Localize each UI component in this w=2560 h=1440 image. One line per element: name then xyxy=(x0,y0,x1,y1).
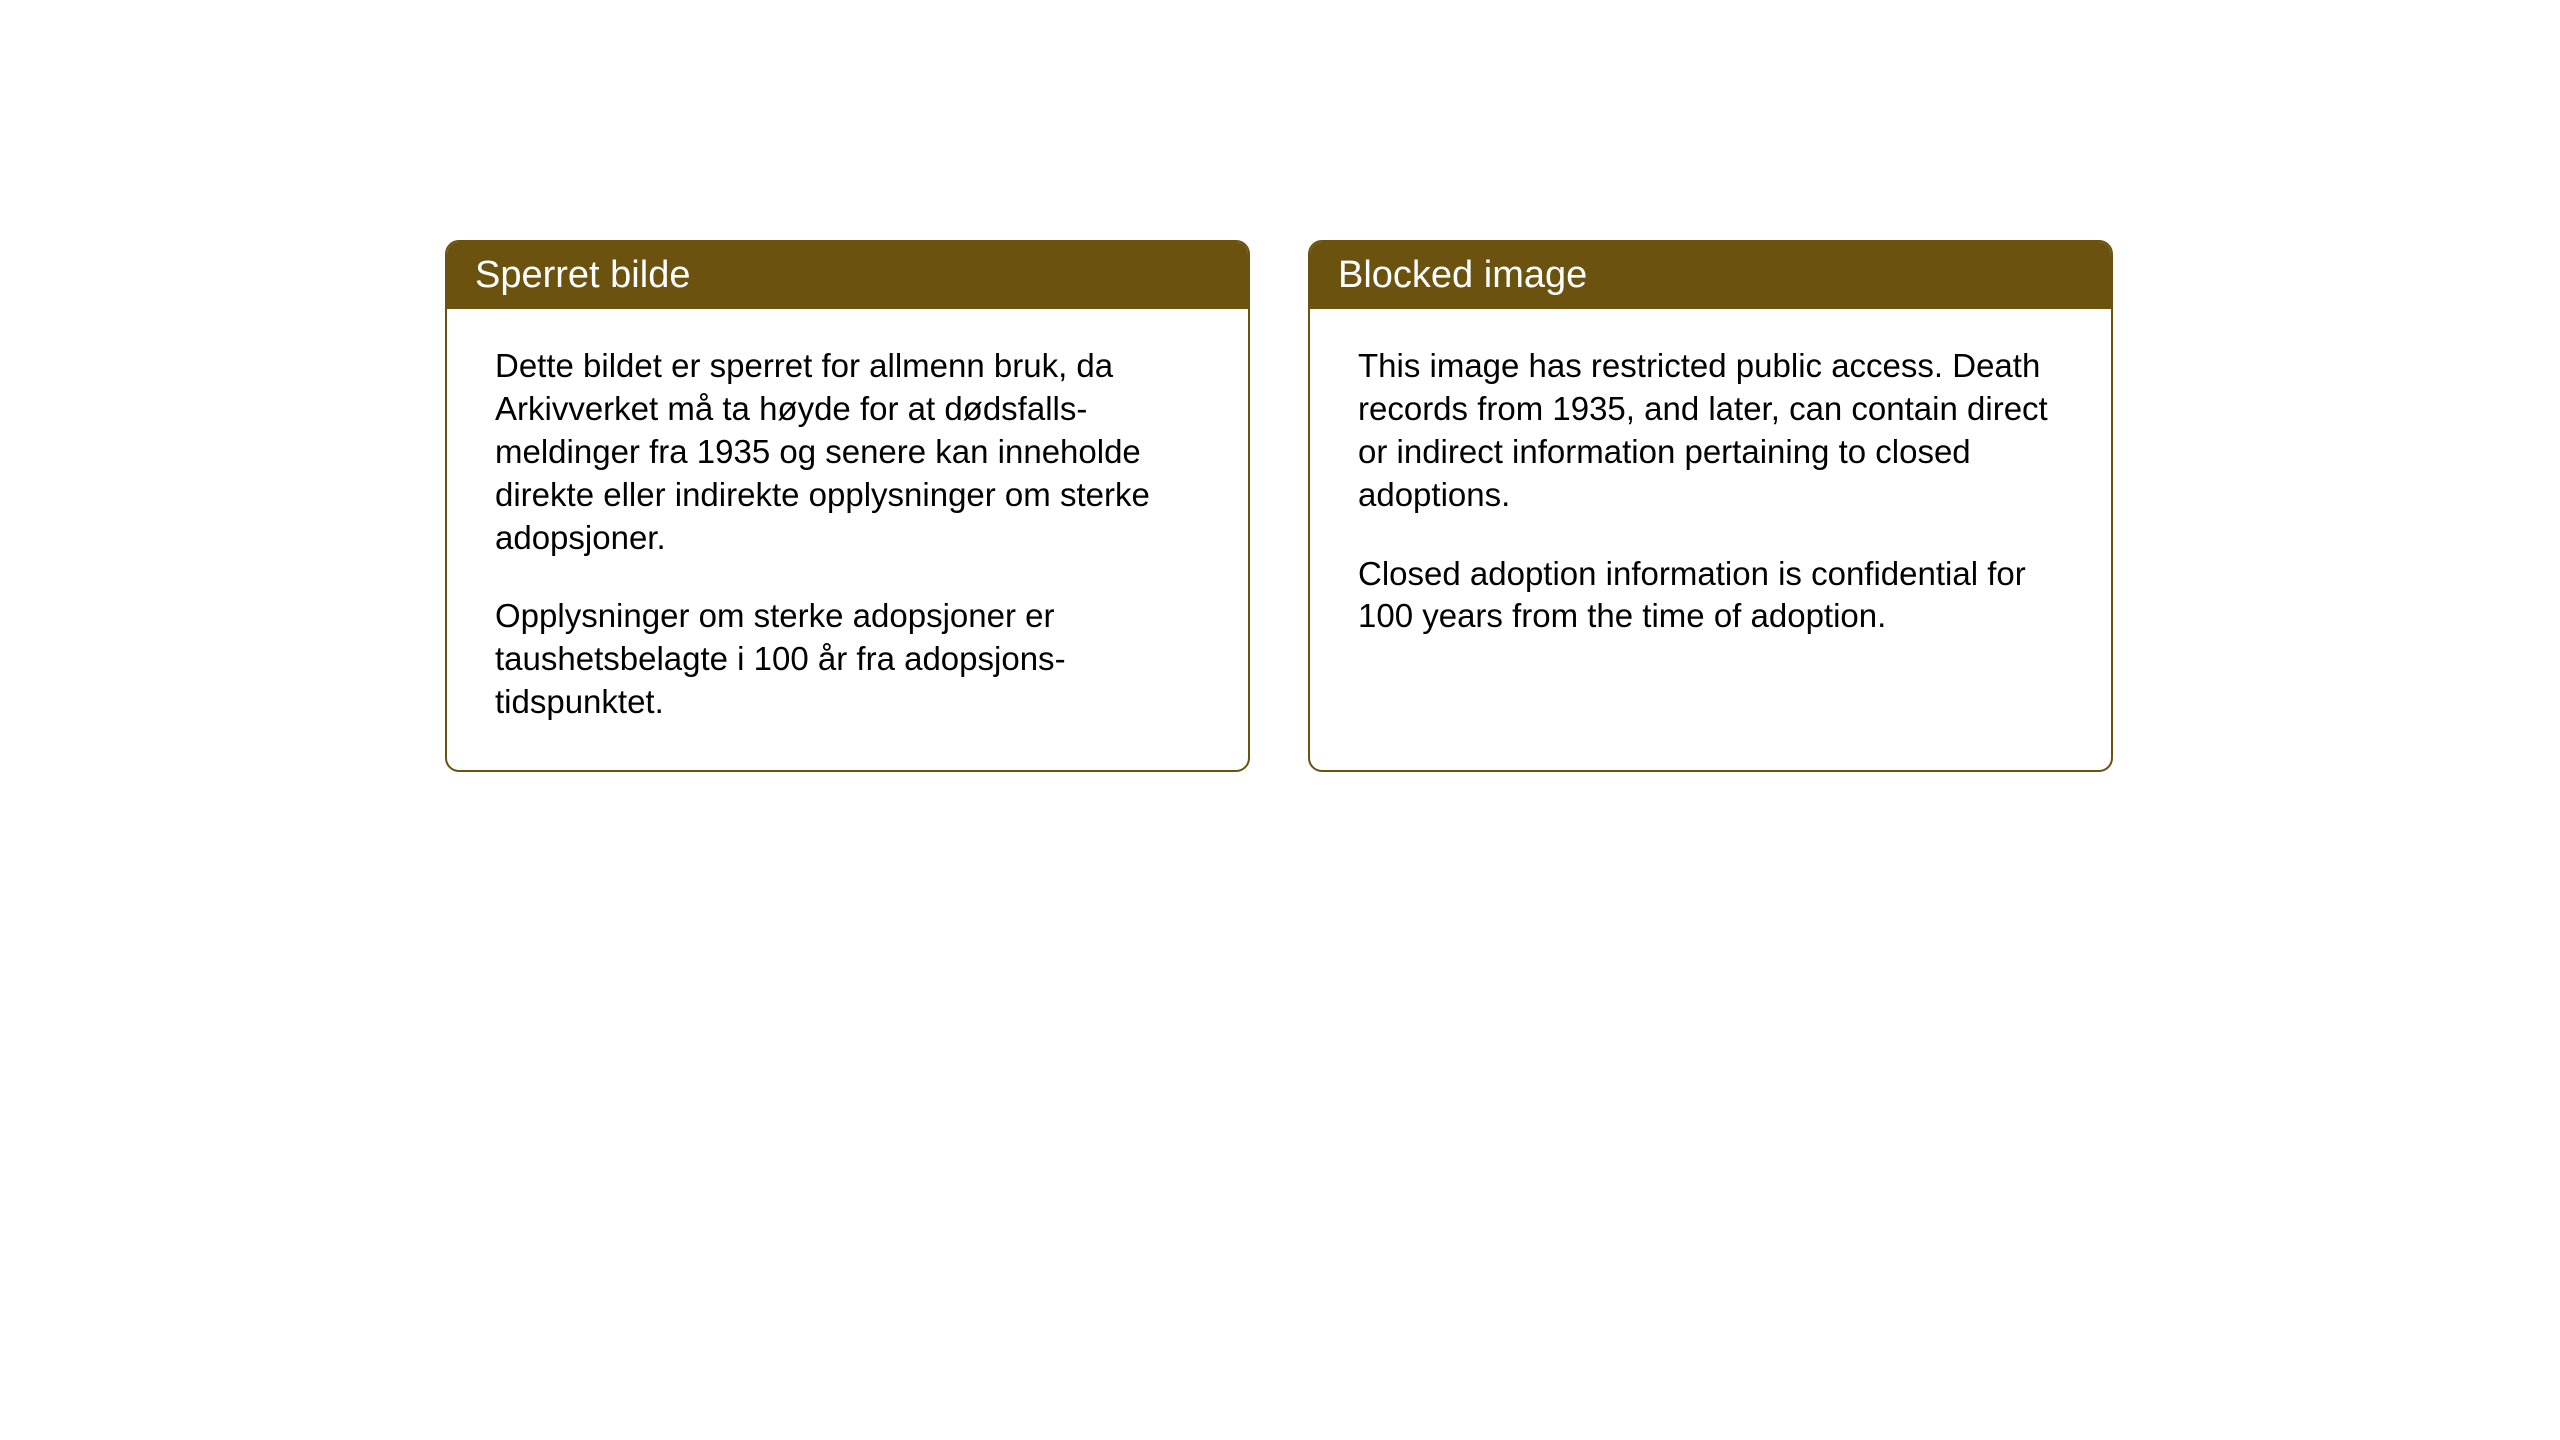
card-body-norwegian: Dette bildet er sperret for allmenn bruk… xyxy=(447,309,1248,770)
notice-card-english: Blocked image This image has restricted … xyxy=(1308,240,2113,772)
notice-cards-container: Sperret bilde Dette bildet er sperret fo… xyxy=(445,240,2113,772)
card-paragraph-norwegian-1: Dette bildet er sperret for allmenn bruk… xyxy=(495,345,1200,559)
card-header-norwegian: Sperret bilde xyxy=(447,242,1248,309)
card-header-english: Blocked image xyxy=(1310,242,2111,309)
notice-card-norwegian: Sperret bilde Dette bildet er sperret fo… xyxy=(445,240,1250,772)
card-paragraph-english-2: Closed adoption information is confident… xyxy=(1358,553,2063,639)
card-paragraph-norwegian-2: Opplysninger om sterke adopsjoner er tau… xyxy=(495,595,1200,724)
card-paragraph-english-1: This image has restricted public access.… xyxy=(1358,345,2063,517)
card-body-english: This image has restricted public access.… xyxy=(1310,309,2111,684)
card-title-norwegian: Sperret bilde xyxy=(475,254,690,296)
card-title-english: Blocked image xyxy=(1338,254,1587,296)
